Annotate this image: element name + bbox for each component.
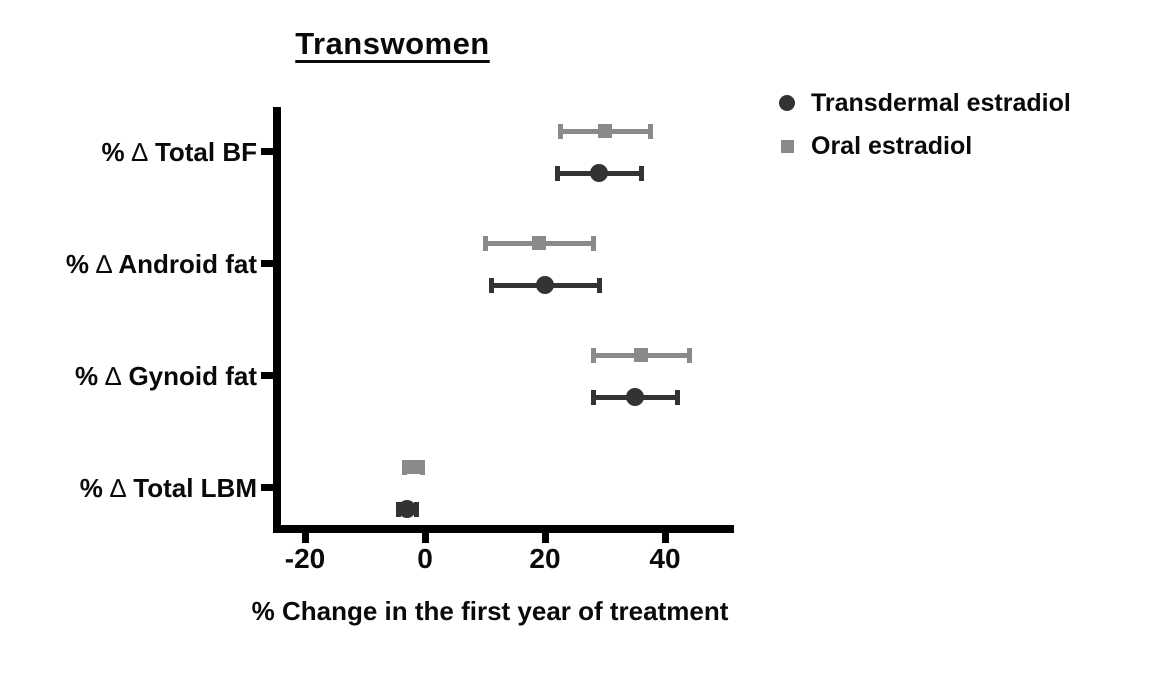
square-glyph	[780, 139, 794, 153]
error-bar-cap	[413, 501, 419, 517]
x-tick-mark	[662, 533, 669, 543]
error-bar-cap	[590, 389, 596, 405]
x-axis-line	[273, 525, 734, 533]
x-axis-title: % Change in the first year of treatment	[251, 596, 729, 626]
y-tick-mark	[261, 260, 273, 267]
category-label: % ∆ Android fat	[65, 249, 257, 279]
circle-glyph	[779, 95, 795, 111]
error-bar-cap	[554, 165, 560, 181]
error-bar-cap	[419, 459, 425, 475]
y-tick-mark	[261, 484, 273, 491]
legend-marker-circle-icon	[778, 95, 796, 111]
data-point-circle	[590, 164, 608, 182]
x-tick-label: 40	[649, 543, 681, 574]
data-point-square	[634, 348, 648, 362]
chart-title: Transwomen	[295, 26, 490, 61]
y-axis-line	[273, 107, 281, 533]
category-label: % ∆ Gynoid fat	[74, 361, 257, 391]
error-bar-cap	[674, 389, 680, 405]
category-label: % ∆ Total LBM	[79, 473, 257, 503]
legend-label: Transdermal estradiol	[811, 88, 1071, 117]
x-tick-label: 20	[529, 543, 561, 574]
x-tick-label: -20	[284, 543, 326, 574]
error-bar-cap	[596, 277, 602, 293]
error-bar-cap	[647, 123, 653, 139]
error-bar-cap	[638, 165, 644, 181]
error-bar-cap	[686, 347, 692, 363]
data-point-square	[532, 236, 546, 250]
category-label: % ∆ Total BF	[101, 137, 257, 167]
error-bar-cap	[488, 277, 494, 293]
error-bar-cap	[401, 459, 407, 475]
x-tick-label: 0	[417, 543, 433, 574]
data-point-circle	[536, 276, 554, 294]
data-point-square	[598, 124, 612, 138]
y-tick-mark	[261, 148, 273, 155]
data-point-circle	[398, 500, 416, 518]
legend-marker-square-icon	[778, 139, 796, 153]
error-bar-cap	[557, 123, 563, 139]
x-tick-mark	[542, 533, 549, 543]
legend-item: Oral estradiol	[778, 129, 1071, 163]
y-tick-mark	[261, 372, 273, 379]
x-tick-mark	[302, 533, 309, 543]
legend-label: Oral estradiol	[811, 131, 973, 160]
x-tick-mark	[422, 533, 429, 543]
error-bar-cap	[590, 347, 596, 363]
data-point-square	[406, 460, 420, 474]
error-bar-cap	[482, 235, 488, 251]
legend-item: Transdermal estradiol	[778, 86, 1071, 120]
legend: Transdermal estradiol Oral estradiol	[778, 86, 1071, 172]
data-point-circle	[626, 388, 644, 406]
error-bar-cap	[590, 235, 596, 251]
